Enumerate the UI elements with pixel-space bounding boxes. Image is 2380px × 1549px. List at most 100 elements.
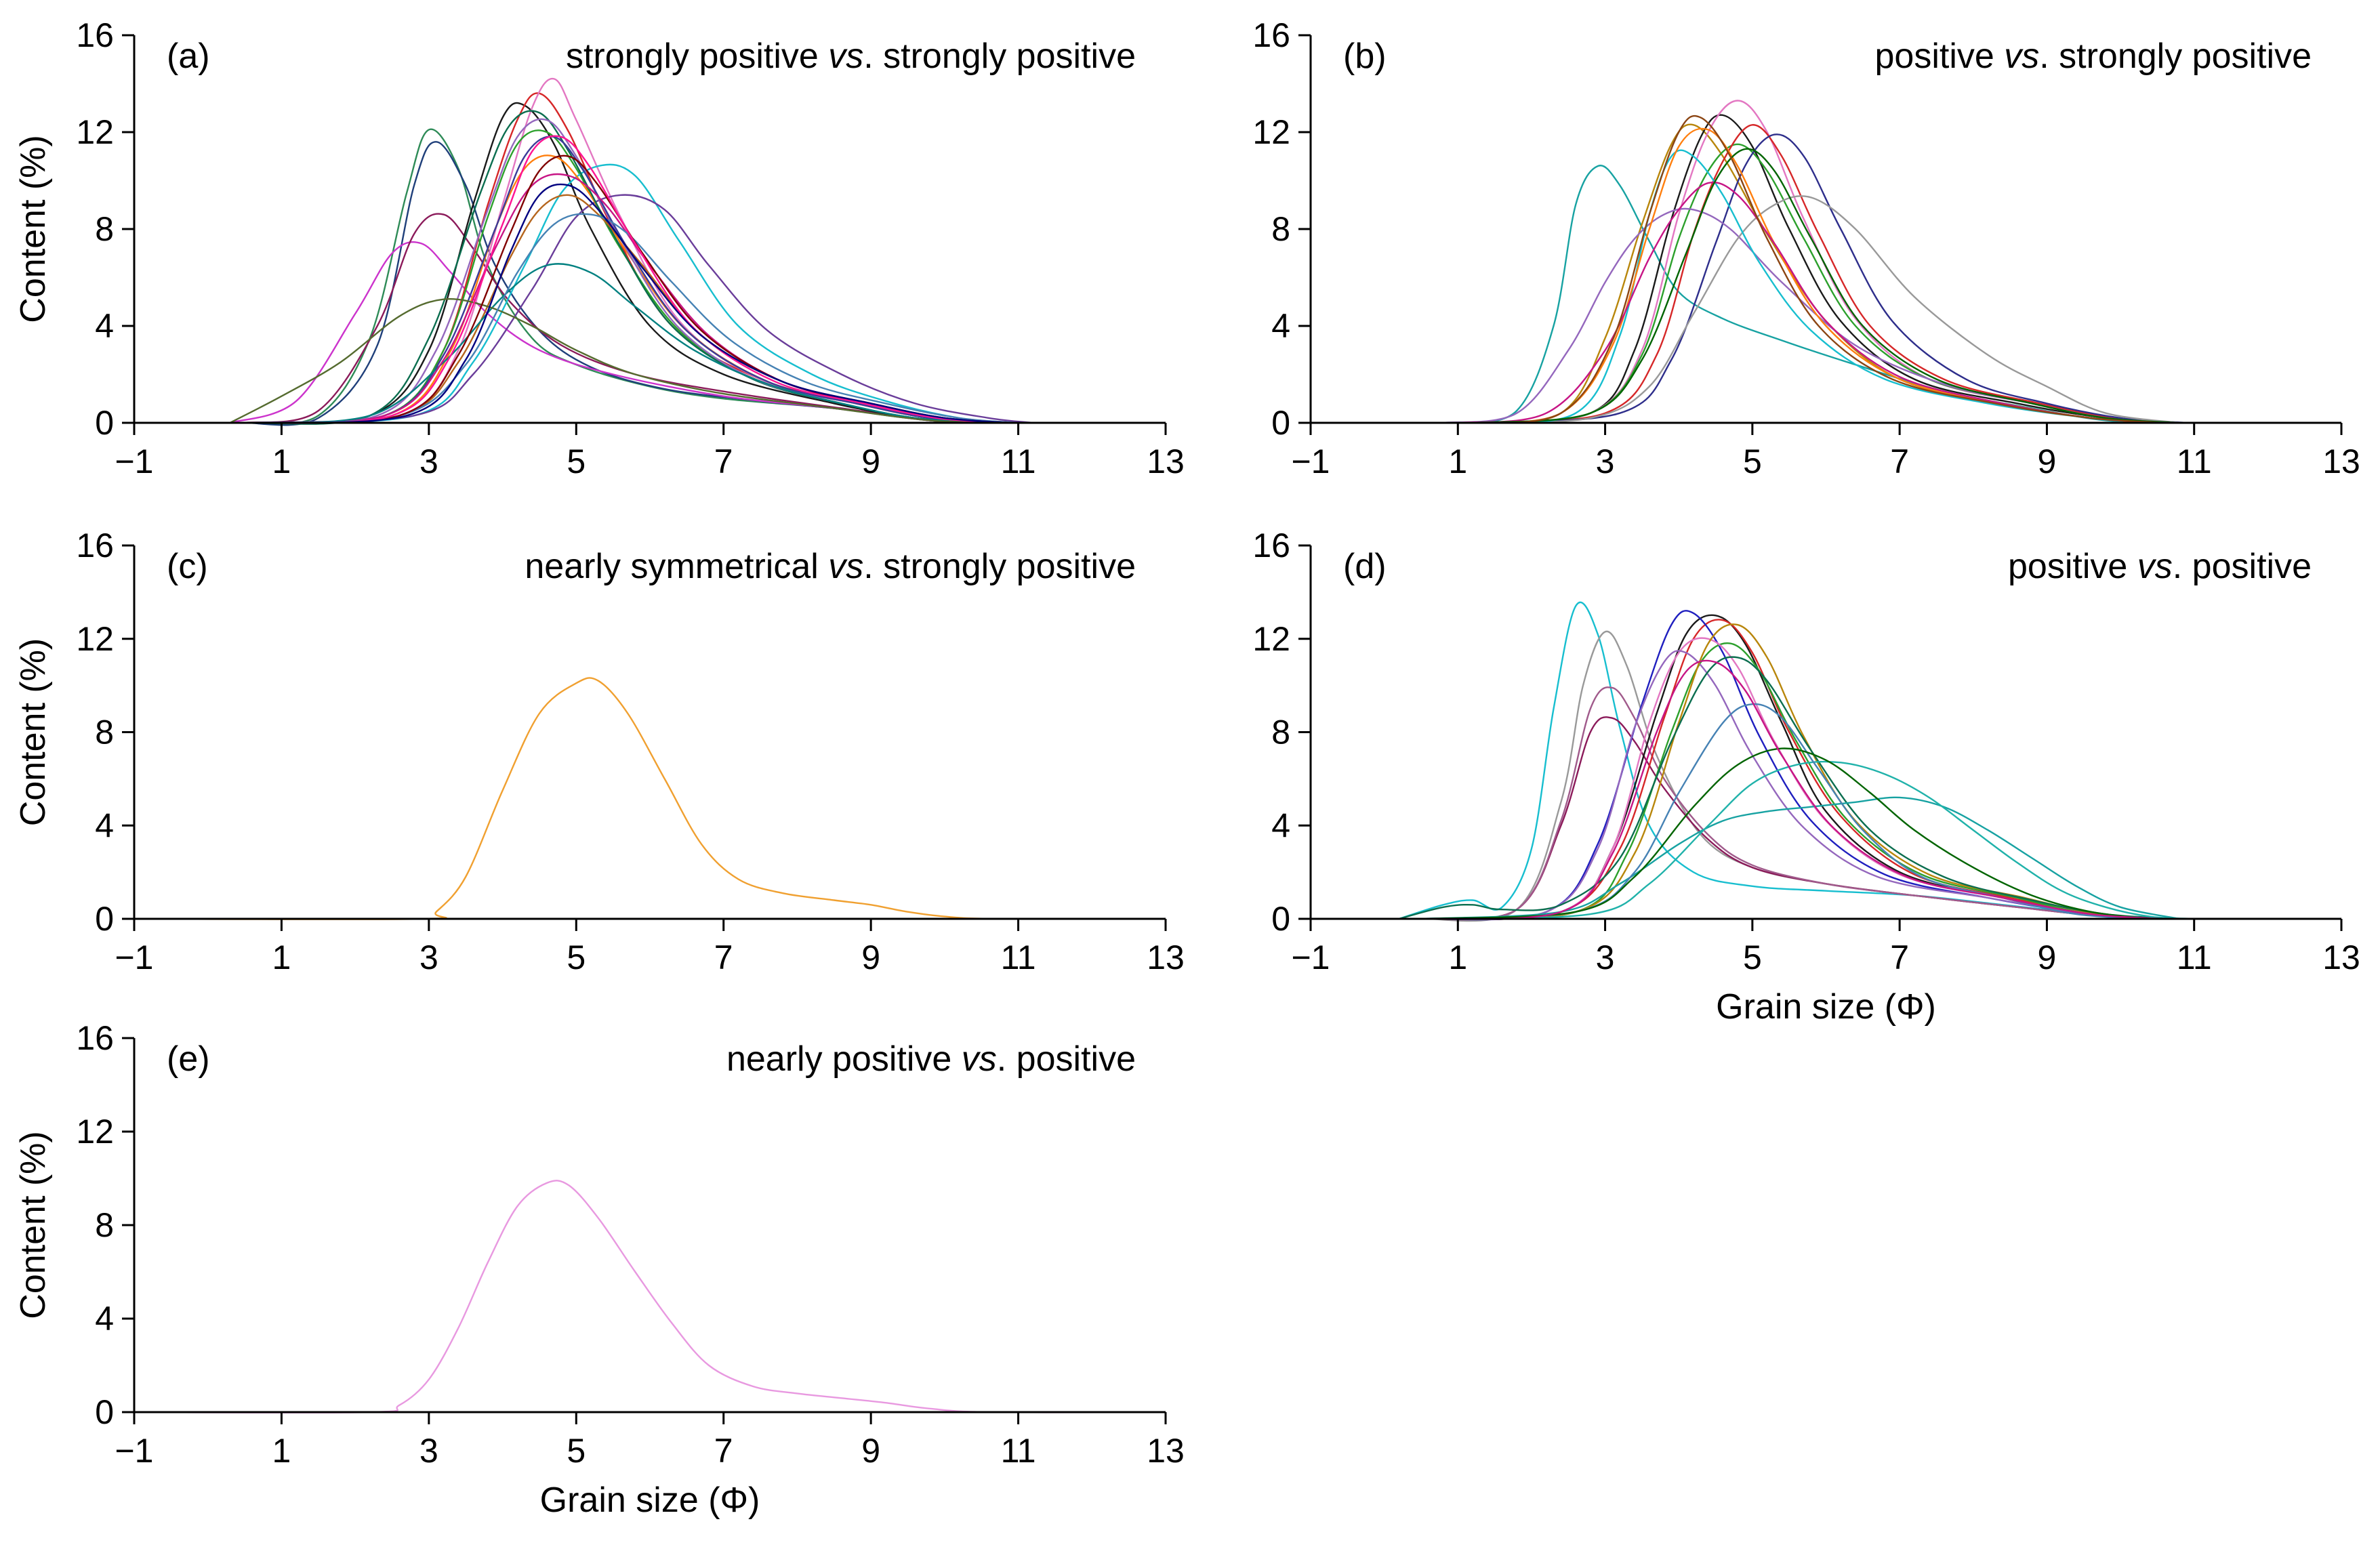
x-tick-label: 3	[419, 442, 438, 480]
panel-title: strongly positive vs. strongly positive	[566, 37, 1136, 76]
x-tick-label: 1	[272, 1432, 291, 1470]
series-line-a10	[245, 194, 1033, 424]
series-group	[134, 1180, 1166, 1413]
x-tick-label: 5	[567, 938, 586, 976]
x-tick-label: 3	[419, 938, 438, 976]
series-line-d2	[1420, 630, 2180, 922]
y-tick-label: 12	[1252, 113, 1290, 151]
y-tick-label: 4	[95, 806, 114, 844]
panel-title: nearly positive vs. positive	[726, 1039, 1136, 1079]
x-tick-label: −1	[115, 938, 153, 976]
series-line-b6	[1472, 124, 2180, 424]
panel-title: nearly symmetrical vs. strongly positive	[525, 547, 1136, 586]
panel-title-part: positive	[2008, 547, 2137, 586]
series-line-b4	[1472, 100, 2180, 424]
series-line-d4	[1420, 686, 2180, 921]
x-tick-label: 7	[714, 938, 733, 976]
y-tick-label: 12	[76, 113, 114, 151]
series-line-a20	[245, 154, 1011, 424]
series-line-d11	[1420, 623, 2173, 920]
x-tick-label: 13	[1147, 1432, 1185, 1470]
y-tick-label: 4	[1271, 806, 1290, 844]
series-line-d10	[1420, 650, 2165, 920]
x-tick-label: 9	[861, 442, 880, 480]
series-line-a16	[245, 263, 989, 424]
x-tick-label: −1	[115, 1432, 153, 1470]
series-line-b3	[1472, 114, 2180, 424]
y-tick-label: 12	[1252, 620, 1290, 658]
series-line-b11	[1472, 127, 2165, 424]
x-axis-title: Grain size (Φ)	[1716, 987, 1936, 1027]
series-line-b5	[1472, 143, 2180, 424]
x-tick-label: 11	[1001, 1432, 1036, 1470]
series-line-a9	[245, 163, 1019, 424]
x-axis-title: Grain size (Φ)	[540, 1481, 760, 1520]
y-tick-label: 0	[95, 900, 114, 938]
y-tick-label: 8	[95, 714, 114, 751]
y-tick-label: 0	[95, 1393, 114, 1431]
x-tick-label: 11	[1001, 442, 1036, 480]
panel-title-part: nearly symmetrical	[525, 547, 828, 586]
x-tick-label: 5	[567, 442, 586, 480]
series-line-b7	[1472, 133, 2187, 424]
panel-label: (b)	[1343, 37, 1387, 76]
series-line-b12	[1458, 182, 2165, 424]
x-tick-label: −1	[115, 442, 153, 480]
panel-title-vs: vs	[828, 37, 863, 76]
series-group	[229, 77, 1033, 426]
y-tick-label: 8	[1271, 210, 1290, 248]
x-tick-label: 3	[419, 1432, 438, 1470]
panel-label: (e)	[167, 1039, 210, 1079]
series-line-c1	[134, 677, 1166, 920]
panel-title: positive vs. strongly positive	[1875, 37, 2312, 76]
x-tick-label: 1	[1448, 442, 1467, 480]
panel-title-part: strongly positive	[566, 37, 828, 76]
panel-title-part: . positive	[997, 1039, 1136, 1079]
series-line-a6	[245, 92, 1004, 424]
panel-title-vs: vs	[828, 547, 863, 586]
y-tick-label: 12	[76, 1113, 114, 1151]
x-tick-label: 9	[861, 1432, 880, 1470]
series-line-d14	[1420, 760, 2194, 920]
panel-title-vs: vs	[2137, 547, 2173, 586]
x-tick-label: 7	[714, 1432, 733, 1470]
y-tick-label: 16	[1252, 16, 1290, 54]
x-tick-label: 9	[861, 938, 880, 976]
series-line-a5	[245, 102, 989, 424]
y-axis-title: Content (%)	[14, 135, 53, 323]
series-line-d5	[1420, 614, 2165, 920]
x-tick-label: 9	[2038, 938, 2057, 976]
panel-title: positive vs. positive	[2008, 547, 2312, 586]
y-tick-label: 4	[95, 307, 114, 345]
y-tick-label: 4	[95, 1300, 114, 1338]
x-tick-label: 7	[1890, 442, 1909, 480]
series-line-e1	[134, 1180, 1166, 1413]
y-tick-label: 4	[1271, 307, 1290, 345]
series-line-a2	[245, 141, 1004, 426]
x-tick-label: 1	[272, 938, 291, 976]
x-tick-label: 11	[2177, 938, 2212, 976]
panel-title-part: . positive	[2173, 547, 2312, 586]
x-tick-label: 11	[1001, 938, 1036, 976]
series-line-a19	[245, 213, 1019, 424]
series-line-d1	[1399, 601, 2165, 920]
series-line-b1	[1458, 165, 2180, 424]
series-line-b2	[1472, 123, 2165, 424]
x-tick-label: 1	[1448, 938, 1467, 976]
y-tick-label: 16	[1252, 526, 1290, 564]
panel-title-part: . strongly positive	[2039, 37, 2312, 76]
x-tick-label: 7	[1890, 938, 1909, 976]
panel-title-part: . strongly positive	[863, 547, 1136, 586]
panel-label: (a)	[167, 37, 210, 76]
series-line-d15	[1420, 703, 2150, 920]
panel-label: (d)	[1343, 547, 1387, 586]
y-tick-label: 16	[76, 16, 114, 54]
x-tick-label: −1	[1291, 938, 1330, 976]
panel-title-vs: vs	[2004, 37, 2039, 76]
